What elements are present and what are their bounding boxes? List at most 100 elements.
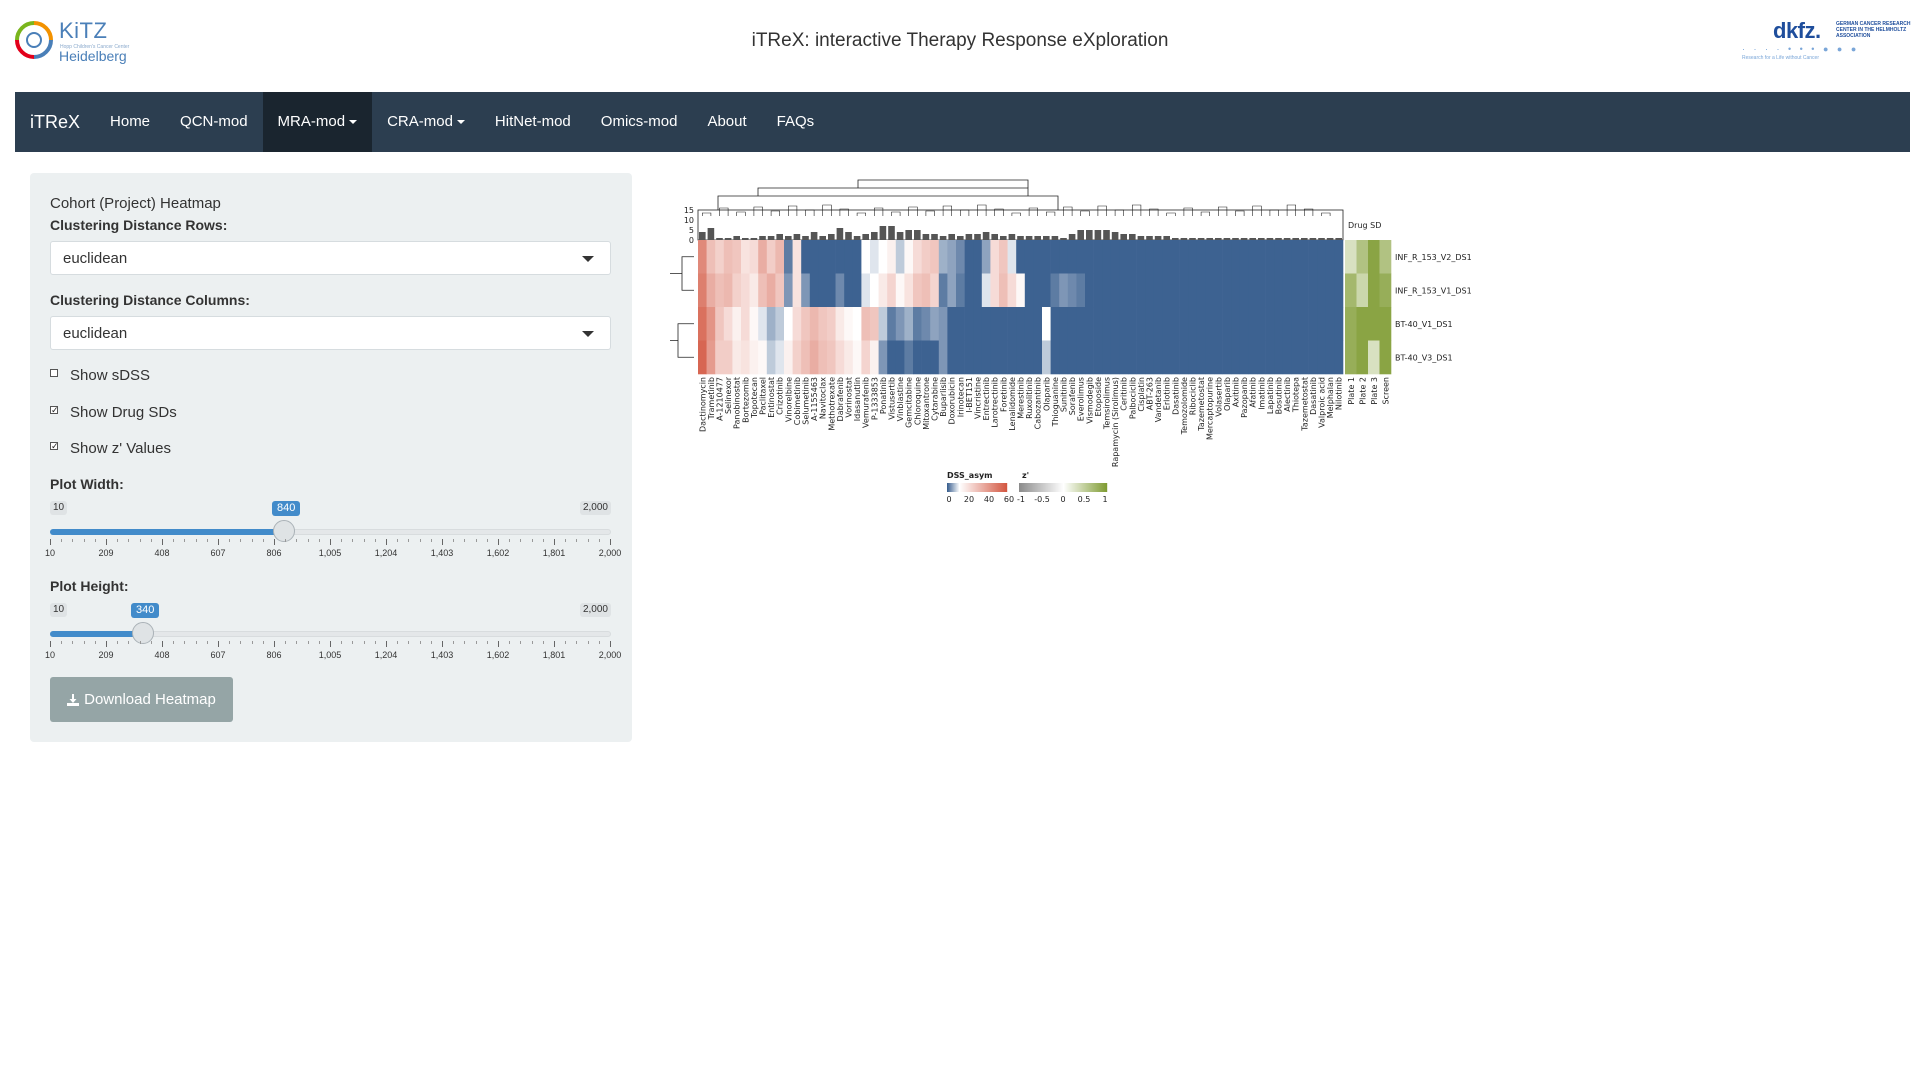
nav-cra-mod[interactable]: CRA-mod (372, 92, 480, 152)
slider-tick (72, 641, 74, 644)
column-label: Volasertib (1214, 377, 1223, 417)
z-legend-swatch (1073, 483, 1075, 492)
nav-home[interactable]: Home (95, 92, 165, 152)
download-heatmap-button[interactable]: Download Heatmap (50, 677, 233, 722)
slider-tick (106, 539, 107, 545)
dss-legend-swatch (954, 483, 956, 492)
slider-tick (374, 539, 376, 542)
z-legend-swatch (1051, 483, 1053, 492)
annotation-column-label: Plate 2 (1358, 377, 1367, 405)
heatmap-cell (1076, 340, 1086, 375)
heatmap-cell (1308, 340, 1318, 375)
nav-hitnet-mod[interactable]: HitNet-mod (480, 92, 586, 152)
slider-tick (610, 641, 611, 647)
show-z-values-checkbox-row[interactable]: ✓ Show z' Values (50, 440, 171, 457)
heatmap-cell (835, 240, 845, 274)
column-label: Nilotinib (1335, 377, 1344, 410)
heatmap-cell (1059, 273, 1069, 308)
heatmap-cell (870, 273, 879, 308)
slider-tick (576, 641, 578, 644)
nav-mra-mod[interactable]: MRA-mod (262, 92, 373, 152)
column-dendrogram-link (942, 205, 952, 216)
dss-legend-swatch (1003, 483, 1005, 492)
heatmap-cell (698, 240, 707, 274)
heatmap-cell (990, 273, 1000, 308)
column-label: Paclitaxel (759, 377, 768, 415)
slider-tick (117, 539, 119, 542)
heatmap-cell (1222, 273, 1232, 308)
slider-handle[interactable] (272, 520, 295, 542)
heatmap-cell (1179, 307, 1189, 341)
drug-sd-bar (1197, 238, 1205, 240)
dss-legend-swatch (960, 483, 962, 492)
heatmap-cell (1085, 240, 1094, 274)
column-label: Methotrexate (827, 377, 836, 431)
cols-distance-select[interactable]: euclidean (50, 316, 611, 350)
heatmap-cell (723, 307, 733, 341)
navbar-brand[interactable]: iTReX (30, 112, 81, 132)
column-label: Vismodegib (1085, 377, 1094, 424)
heatmap-cell (1136, 307, 1146, 341)
slider-tick-label: 2,000 (598, 548, 622, 558)
column-dendrogram-link (960, 209, 970, 216)
slider-tick (408, 539, 410, 542)
heatmap-cell (973, 273, 983, 308)
heatmap-cell (1196, 307, 1206, 341)
show-sdss-checkbox-row[interactable]: Show sDSS (50, 367, 150, 384)
plot-width-slider[interactable]: 10 2,000 840 10 209 408 607 806 1,005 1,204 1,4… (45, 501, 621, 558)
heatmap-cell (999, 340, 1008, 375)
heatmap-cell (1334, 340, 1344, 375)
drug-sd-bar (957, 236, 964, 240)
heatmap-cell (1042, 240, 1051, 274)
nav-about[interactable]: About (692, 92, 761, 152)
heatmap-cell (1007, 273, 1017, 308)
nav-qcn-mod[interactable]: QCN-mod (165, 92, 263, 152)
heatmap-cell (947, 340, 957, 375)
heatmap-cell (1205, 340, 1215, 375)
heatmap-cell (1231, 273, 1241, 308)
show-drug-sds-checkbox-row[interactable]: ✓ Show Drug SDs (50, 404, 177, 421)
dss-legend-swatch (994, 483, 996, 492)
drug-sd-bar (1154, 236, 1162, 240)
heatmap-cell (1136, 340, 1146, 375)
heatmap-cell (1300, 340, 1309, 375)
heatmap-cell (1042, 307, 1051, 341)
heatmap-cell (887, 273, 897, 308)
rows-distance-select[interactable]: euclidean (50, 241, 611, 275)
show-z-values-checkbox[interactable]: ✓ (50, 440, 59, 451)
dss-legend-swatch (957, 483, 959, 492)
show-drug-sds-checkbox[interactable]: ✓ (50, 404, 59, 415)
heatmap-cell (1128, 273, 1137, 308)
drug-sd-tick-label: 0 (689, 236, 694, 245)
z-legend-tick: 0 (1060, 495, 1065, 504)
z-legend-swatch (1021, 483, 1023, 492)
heatmap-cell (1145, 240, 1155, 274)
heatmap-cell (1300, 240, 1309, 274)
nav-faqs[interactable]: FAQs (762, 92, 830, 152)
dss-legend-swatch (965, 483, 967, 492)
heatmap-cell (964, 240, 974, 274)
slider-tick (296, 539, 298, 542)
slider-ticks: 10 209 408 607 806 1,005 1,204 1,403 1,602 1,801 2… (45, 641, 621, 661)
heatmap-cell (861, 240, 871, 274)
dss-legend-swatch (959, 483, 961, 492)
z-legend-swatch (1072, 483, 1074, 492)
nav-omics-mod[interactable]: Omics-mod (586, 92, 693, 152)
column-label: Pazopanib (1240, 377, 1249, 418)
slider-fill (50, 529, 284, 535)
slider-tick (509, 539, 511, 542)
heatmap-cell (784, 240, 793, 274)
heatmap-cell (1110, 240, 1120, 274)
show-sdss-checkbox[interactable] (50, 368, 58, 377)
plot-height-slider[interactable]: 10 2,000 340 10 209 408 607 806 1,005 1,204 1,4… (45, 603, 621, 660)
slider-tick-label: 408 (154, 650, 170, 660)
slider-handle[interactable] (132, 622, 155, 644)
column-label: Ribociclib (1189, 377, 1198, 415)
slider-tick (128, 641, 130, 644)
kitz-logo[interactable]: KiTZ Hopp Children's Cancer Center Heide… (14, 18, 134, 64)
heatmap-cell (1257, 340, 1266, 375)
drug-sd-bar (785, 236, 792, 240)
dkfz-logo[interactable]: dkfz. GERMAN CANCER RESEARCH CENTER IN T… (1740, 18, 1910, 68)
z-legend-swatch (1090, 483, 1092, 492)
drug-sd-bar (819, 236, 826, 240)
